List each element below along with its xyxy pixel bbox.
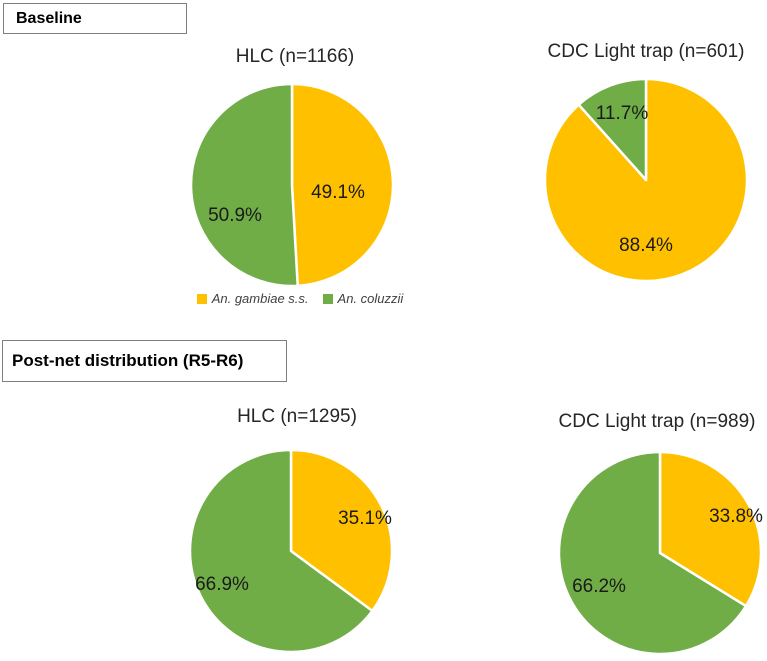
pie-label-postnet-cdc-gambiae: 33.8% xyxy=(709,506,763,527)
pie-label-baseline-cdc-gambiae: 88.4% xyxy=(619,235,673,256)
pie-slice-coluzzii xyxy=(577,77,648,182)
legend-label-gambiae: An. gambiae s.s. xyxy=(211,291,309,306)
section-header-baseline: Baseline xyxy=(3,3,187,34)
pie-slice-coluzzii xyxy=(189,82,299,288)
pie-chart-baseline-hlc xyxy=(189,82,395,288)
pie-label-baseline-hlc-gambiae: 49.1% xyxy=(311,182,365,203)
pie-slice-gambiae xyxy=(289,448,394,613)
pie-label-postnet-hlc-coluzzii: 66.9% xyxy=(195,574,249,595)
legend-label-coluzzii: An. coluzzii xyxy=(337,291,404,306)
section-header-postnet-label: Post-net distribution (R5-R6) xyxy=(12,351,244,370)
pie-chart-postnet-cdc xyxy=(557,450,763,656)
chart-title-baseline-cdc: CDC Light trap (n=601) xyxy=(547,41,745,62)
chart-title-postnet-hlc: HLC (n=1295) xyxy=(237,406,357,427)
pie-chart-baseline-cdc xyxy=(543,77,749,283)
pie-slice-gambiae xyxy=(290,82,395,288)
pie-chart-postnet-hlc xyxy=(188,448,394,654)
chart-title-postnet-cdc: CDC Light trap (n=989) xyxy=(558,411,756,432)
legend-swatch-coluzzii-icon xyxy=(322,293,333,304)
legend: An. gambiae s.s. An. coluzzii xyxy=(170,291,430,306)
legend-swatch-gambiae-icon xyxy=(196,293,207,304)
chart-title-baseline-hlc: HLC (n=1166) xyxy=(235,46,355,67)
pie-label-postnet-cdc-coluzzii: 66.2% xyxy=(572,576,626,597)
legend-item-gambiae: An. gambiae s.s. xyxy=(196,291,309,306)
pie-slice-coluzzii xyxy=(557,450,748,656)
section-header-baseline-label: Baseline xyxy=(16,9,82,27)
pie-label-baseline-hlc-coluzzii: 50.9% xyxy=(208,205,262,226)
pie-label-baseline-cdc-coluzzii: 11.7% xyxy=(595,103,649,124)
pie-slice-coluzzii xyxy=(188,448,374,654)
legend-item-coluzzii: An. coluzzii xyxy=(322,291,404,306)
section-header-postnet: Post-net distribution (R5-R6) xyxy=(2,340,287,382)
pie-label-postnet-hlc-gambiae: 35.1% xyxy=(338,508,392,529)
